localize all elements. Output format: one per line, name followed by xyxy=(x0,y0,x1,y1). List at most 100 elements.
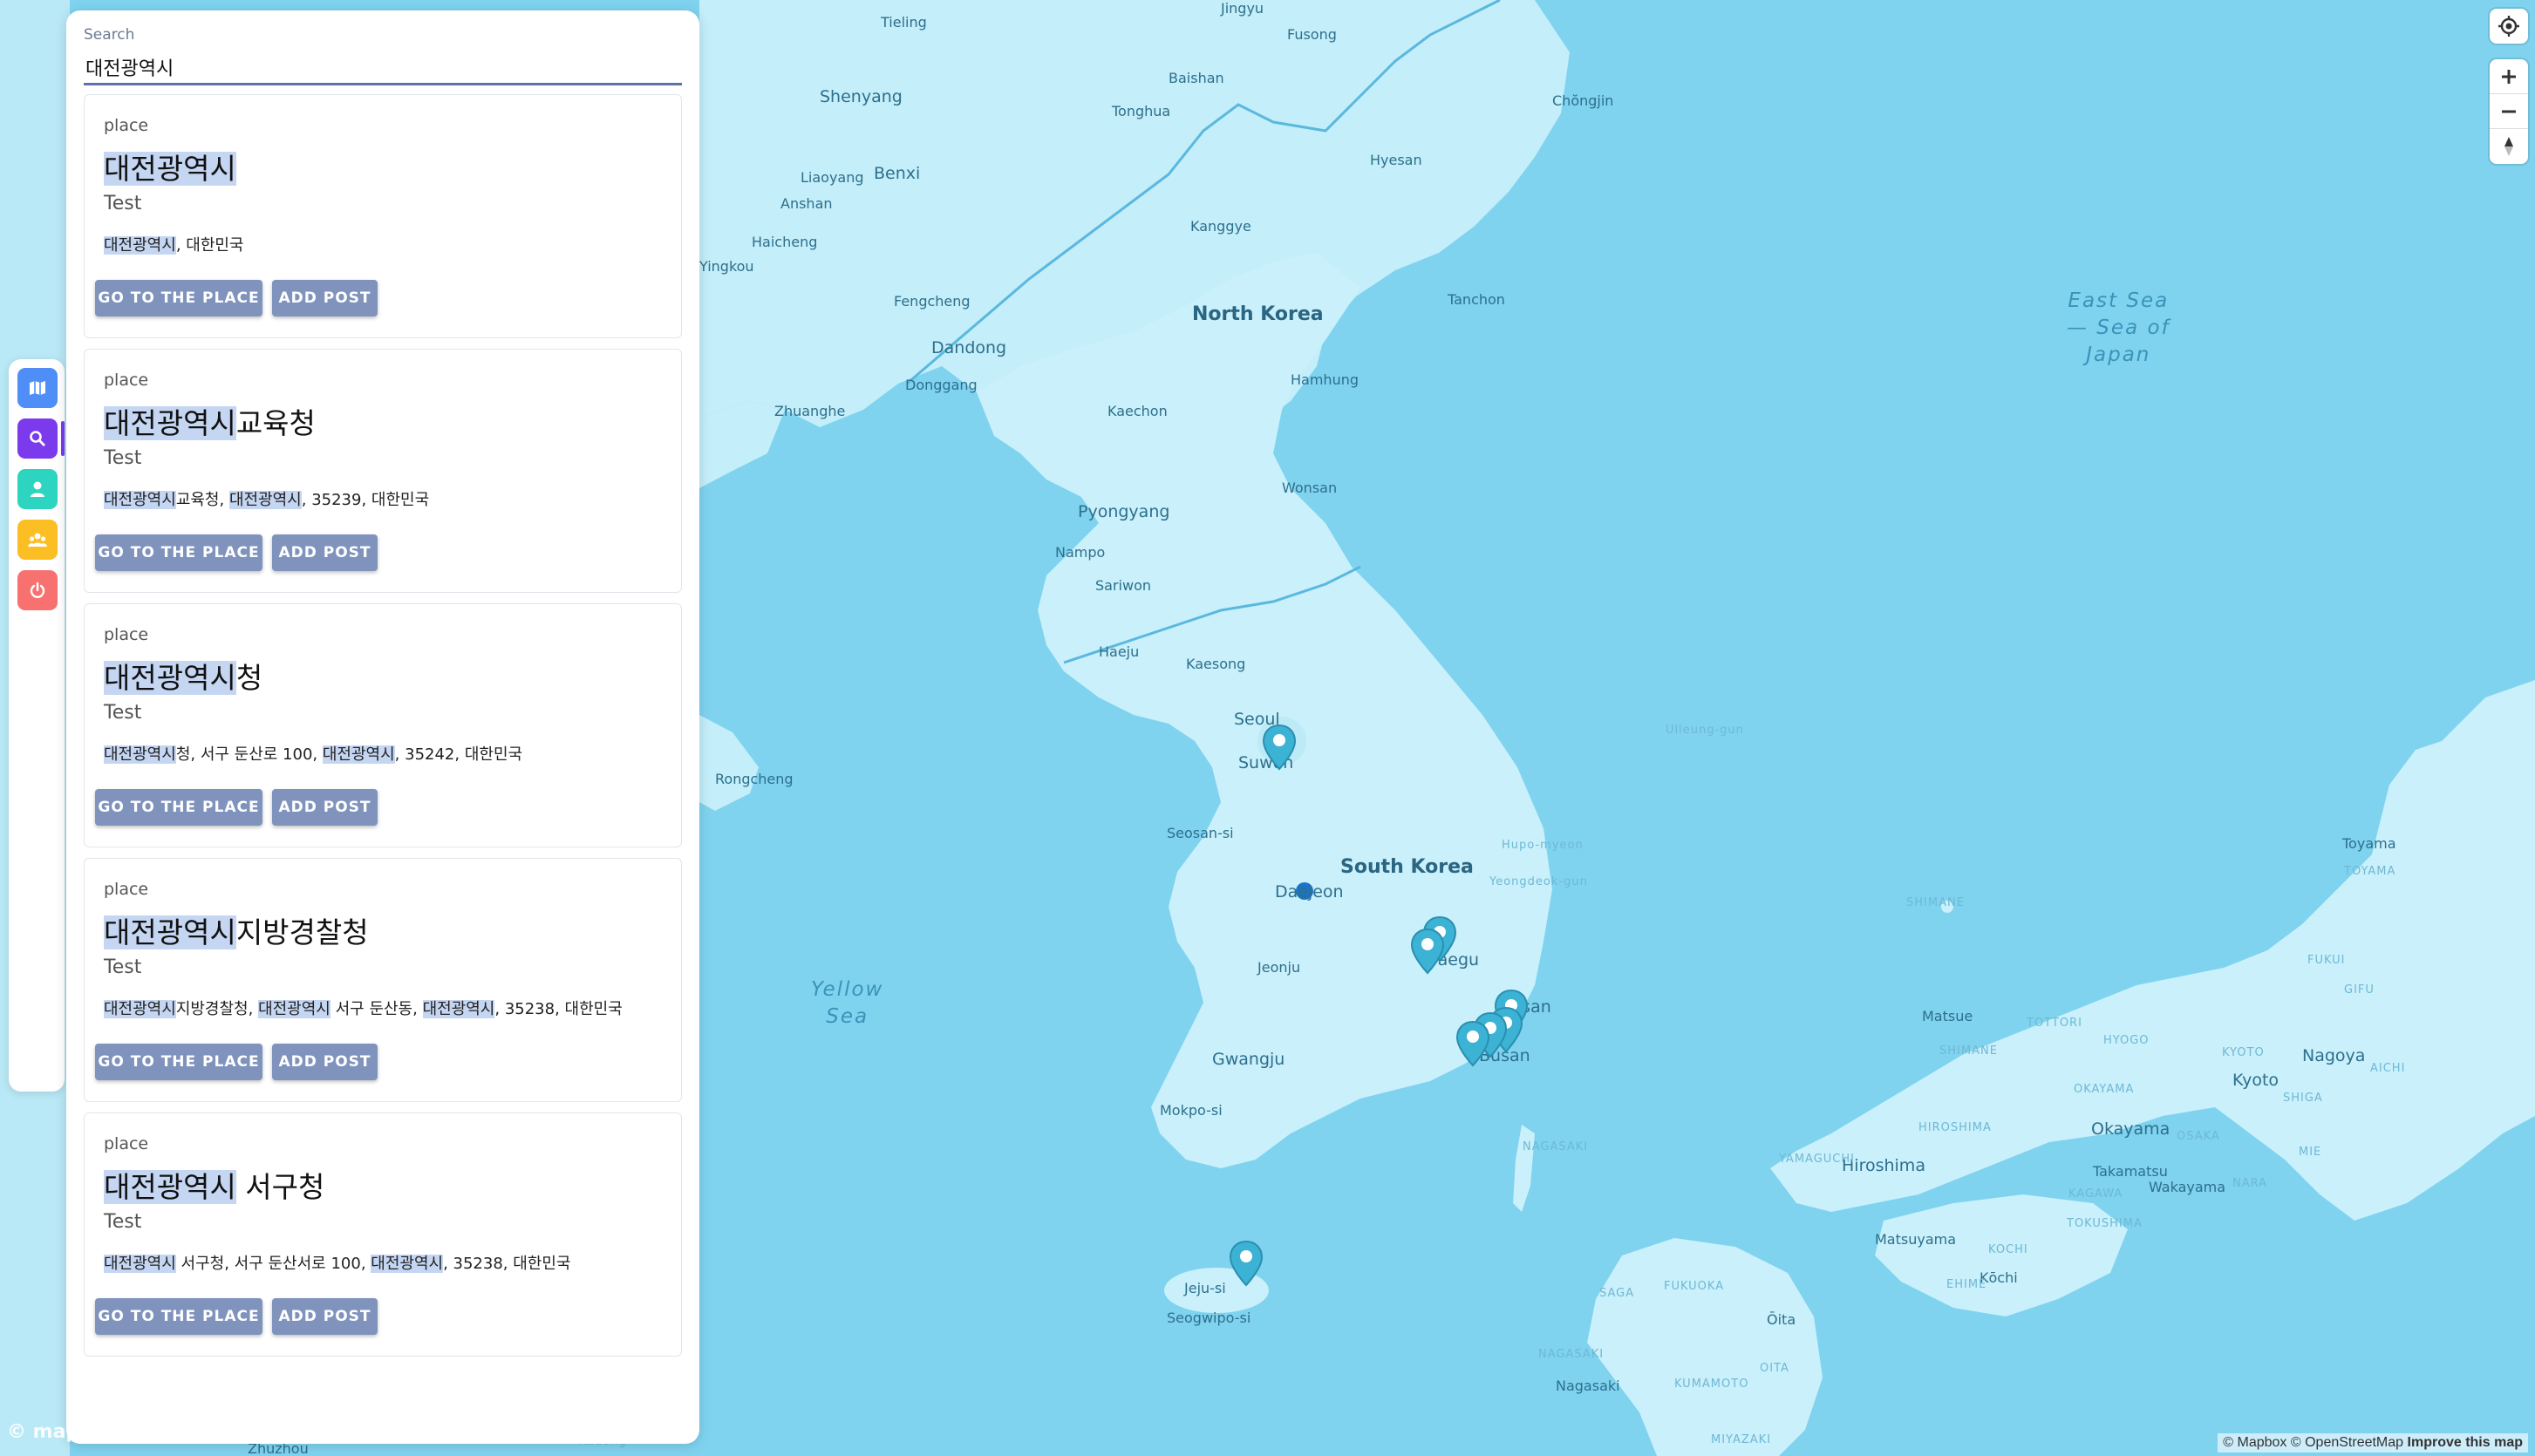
go-to-place-button[interactable]: GO TO THE PLACE xyxy=(95,1298,262,1335)
map-label: TOYAMA xyxy=(2344,865,2396,878)
improve-map-link[interactable]: Improve this map xyxy=(2407,1435,2523,1450)
map-label: KAGAWA xyxy=(2068,1187,2123,1201)
map-label: SAGA xyxy=(1599,1287,1635,1300)
address-highlight: 대전광역시 xyxy=(104,1255,176,1273)
map-label: Kyoto xyxy=(2232,1071,2279,1090)
map-label: Rongcheng xyxy=(715,771,794,787)
map-label: Ōita xyxy=(1767,1311,1796,1328)
compass-icon xyxy=(2504,137,2513,156)
search-label: Search xyxy=(84,26,135,44)
plus-icon xyxy=(2502,69,2516,84)
map-label: Kaechon xyxy=(1107,403,1168,419)
result-title-highlight: 대전광역시 xyxy=(104,661,236,695)
add-post-button[interactable]: ADD POST xyxy=(272,789,378,826)
zoom-in-button[interactable] xyxy=(2490,59,2528,94)
map-marker-pin[interactable] xyxy=(1261,724,1298,771)
map-label: MIYAZAKI xyxy=(1711,1433,1772,1446)
mapbox-logo[interactable]: © mapbox xyxy=(7,1421,119,1443)
search-input[interactable] xyxy=(84,51,682,85)
map-label: TOTTORI xyxy=(2027,1017,2082,1030)
map-label: NAGASAKI xyxy=(1523,1140,1589,1153)
map-label: Pyongyang xyxy=(1078,502,1170,521)
map-label: EHIME xyxy=(1946,1278,1987,1291)
map-label: Wonsan xyxy=(1282,480,1338,496)
zoom-out-button[interactable] xyxy=(2490,94,2528,129)
result-type: place xyxy=(104,371,149,390)
power-icon xyxy=(30,582,45,598)
map-label: Mokpo-si xyxy=(1160,1102,1223,1119)
map-label: AICHI xyxy=(2370,1062,2406,1075)
map-label: Hyesan xyxy=(1370,152,1422,168)
map-label: Benxi xyxy=(874,164,921,183)
map-label: Tieling xyxy=(881,14,927,31)
sidebar-nav xyxy=(9,359,65,1092)
result-subtitle: Test xyxy=(104,447,142,469)
map-marker-pin[interactable] xyxy=(1409,928,1446,975)
map-icon xyxy=(30,381,45,395)
address-text: , 35239, 대한민국 xyxy=(301,491,430,509)
map-marker-pin[interactable] xyxy=(1455,1020,1491,1067)
result-card: place 대전광역시청 Test 대전광역시청, 서구 둔산로 100, 대전… xyxy=(84,603,682,847)
crosshair-icon xyxy=(2498,16,2519,37)
map-label: Kanggye xyxy=(1190,218,1251,235)
result-card: place 대전광역시지방경찰청 Test 대전광역시지방경찰청, 대전광역시 … xyxy=(84,858,682,1102)
geolocate-button[interactable] xyxy=(2490,9,2528,44)
go-to-place-button[interactable]: GO TO THE PLACE xyxy=(95,534,262,571)
map-attribution: © Mapbox © OpenStreetMap Improve this ma… xyxy=(2218,1433,2528,1453)
address-highlight: 대전광역시 xyxy=(104,236,176,255)
map-label: MIE xyxy=(2299,1146,2322,1159)
map-label: HYOGO xyxy=(2103,1034,2150,1047)
search-results-list: place 대전광역시 Test 대전광역시, 대한민국 GO TO THE P… xyxy=(84,94,682,1367)
map-label: South Korea xyxy=(1340,856,1474,878)
add-post-button[interactable]: ADD POST xyxy=(272,534,378,571)
add-post-button[interactable]: ADD POST xyxy=(272,1044,378,1080)
result-card: place 대전광역시 서구청 Test 대전광역시 서구청, 서구 둔산서로 … xyxy=(84,1112,682,1357)
result-address: 대전광역시 서구청, 서구 둔산서로 100, 대전광역시, 35238, 대한… xyxy=(104,1251,570,1274)
map-label: FUKUOKA xyxy=(1664,1280,1725,1293)
go-to-place-button[interactable]: GO TO THE PLACE xyxy=(95,789,262,826)
map-label: Baishan xyxy=(1169,70,1224,86)
map-label: Fengcheng xyxy=(894,293,971,310)
nav-group-button[interactable] xyxy=(17,520,58,560)
map-label: Jingyu xyxy=(1221,0,1264,17)
address-text: , 35238, 대한민국 xyxy=(443,1255,571,1273)
minus-icon xyxy=(2502,110,2516,112)
go-to-place-button[interactable]: GO TO THE PLACE xyxy=(95,1044,262,1080)
geolocate-control[interactable] xyxy=(2490,9,2528,44)
result-subtitle: Test xyxy=(104,1211,142,1233)
map-label: Yeongdeok-gun xyxy=(1489,875,1588,888)
attribution-text[interactable]: © Mapbox © OpenStreetMap xyxy=(2223,1435,2404,1450)
add-post-button[interactable]: ADD POST xyxy=(272,1298,378,1335)
result-title: 대전광역시지방경찰청 xyxy=(104,909,369,951)
map-label-sea: Yellow Sea xyxy=(811,978,884,1028)
add-post-button[interactable]: ADD POST xyxy=(272,280,378,316)
result-title-rest: 교육청 xyxy=(235,406,316,440)
map-label-sea: East Sea — Sea of Japan xyxy=(2067,289,2170,366)
map-label: YAMAGUCHI xyxy=(1779,1153,1855,1166)
navigation-control[interactable] xyxy=(2490,59,2528,164)
address-text: 서구청, 서구 둔산서로 100, xyxy=(175,1255,371,1273)
map-label: Haicheng xyxy=(752,234,818,250)
address-text: , 35238, 대한민국 xyxy=(494,1000,623,1018)
map-marker-pin[interactable] xyxy=(1228,1240,1264,1287)
result-subtitle: Test xyxy=(104,193,142,214)
map-label: Kaesong xyxy=(1186,656,1246,672)
compass-button[interactable] xyxy=(2490,129,2528,164)
address-highlight: 대전광역시 xyxy=(322,745,395,764)
result-address: 대전광역시, 대한민국 xyxy=(104,233,244,255)
nav-profile-button[interactable] xyxy=(17,469,58,509)
address-text: , 35242, 대한민국 xyxy=(394,745,523,764)
result-title-rest: 서구청 xyxy=(235,1170,325,1204)
go-to-place-button[interactable]: GO TO THE PLACE xyxy=(95,280,262,316)
nav-map-button[interactable] xyxy=(17,368,58,408)
map-label: FUKUI xyxy=(2307,954,2346,967)
map-label: HIROSHIMA xyxy=(1918,1121,1992,1134)
address-text: 청, 서구 둔산로 100, xyxy=(175,745,323,764)
map-label: Daejeon xyxy=(1275,882,1344,901)
nav-search-button[interactable] xyxy=(17,418,58,459)
nav-logout-button[interactable] xyxy=(17,570,58,610)
map-label: North Korea xyxy=(1192,303,1324,325)
map-label: GIFU xyxy=(2344,983,2375,997)
result-title: 대전광역시청 xyxy=(104,655,262,697)
address-text: , 대한민국 xyxy=(175,236,244,255)
